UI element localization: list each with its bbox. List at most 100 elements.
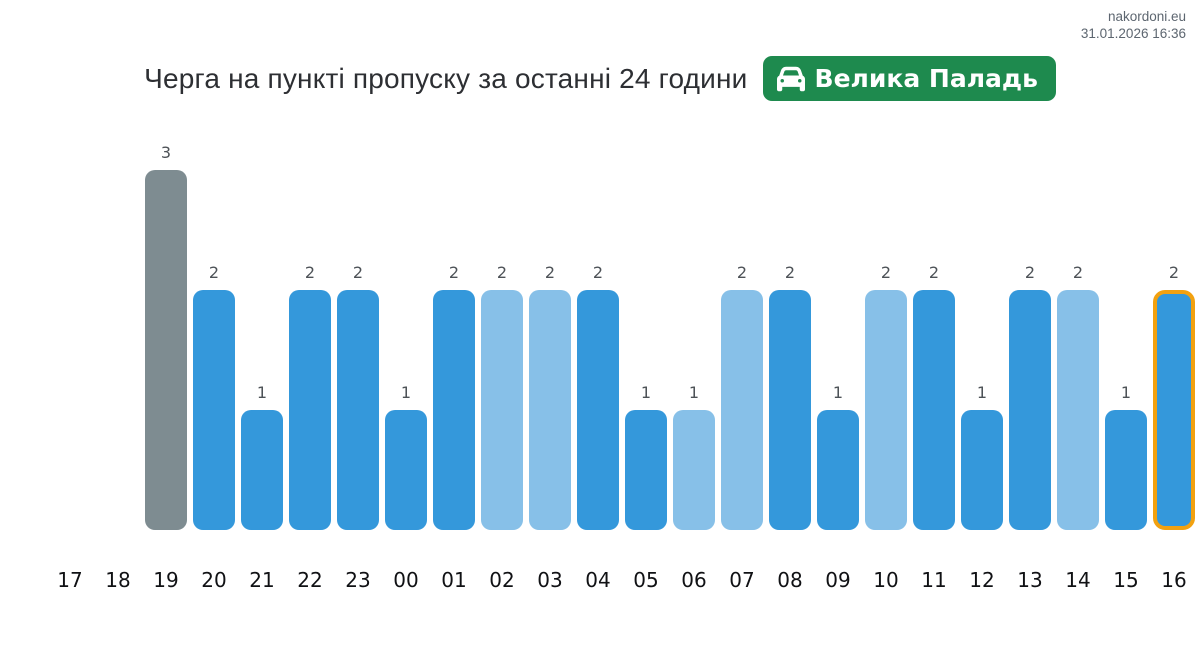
queue-bar: [241, 410, 283, 530]
bar-area: 1: [814, 142, 862, 530]
hour-slot: 2 13: [1006, 142, 1054, 592]
queue-bar: [721, 290, 763, 530]
hour-axis-label: 13: [1017, 568, 1043, 592]
hour-slot: 2 04: [574, 142, 622, 592]
bar-value-label: 2: [304, 263, 316, 282]
hour-slot: 1 00: [382, 142, 430, 592]
hour-axis-label: 23: [345, 568, 371, 592]
hour-slot: 2 07: [718, 142, 766, 592]
checkpoint-name: Велика Паладь: [814, 64, 1038, 93]
bar-area: 1: [1102, 142, 1150, 530]
queue-bar: [337, 290, 379, 530]
heading: Черга на пункті пропуску за останні 24 г…: [0, 56, 1200, 101]
bar-value-label: 2: [1168, 263, 1180, 282]
queue-bar: [817, 410, 859, 530]
bar-area: 2: [574, 142, 622, 530]
hour-axis-label: 12: [969, 568, 995, 592]
bar-value-label: 2: [880, 263, 892, 282]
bar-value-label: 1: [688, 383, 700, 402]
page-title: Черга на пункті пропуску за останні 24 г…: [144, 62, 748, 94]
bar-value-label: 2: [544, 263, 556, 282]
queue-bar: [961, 410, 1003, 530]
bar-area: 2: [1150, 142, 1198, 530]
bar-area: 2: [478, 142, 526, 530]
bar-area: 2: [718, 142, 766, 530]
bar-value-label: 1: [1120, 383, 1132, 402]
hour-slot: 1 12: [958, 142, 1006, 592]
checkpoint-badge[interactable]: Велика Паладь: [762, 56, 1056, 101]
queue-bar: [145, 170, 187, 530]
queue-bar: [529, 290, 571, 530]
bar-value-label: 1: [976, 383, 988, 402]
bar-area: [46, 142, 94, 530]
hour-slot: 2 16: [1150, 142, 1198, 592]
hour-axis-label: 17: [57, 568, 83, 592]
bar-value-label: 2: [352, 263, 364, 282]
bar-value-label: 2: [928, 263, 940, 282]
queue-bar: [289, 290, 331, 530]
hour-slot: 2 23: [334, 142, 382, 592]
bar-area: 2: [910, 142, 958, 530]
queue-bar-current-hour: [1153, 290, 1195, 530]
hour-axis-label: 06: [681, 568, 707, 592]
queue-bar: [193, 290, 235, 530]
hour-slot: 2 02: [478, 142, 526, 592]
hour-axis-label: 19: [153, 568, 179, 592]
queue-bar: [1057, 290, 1099, 530]
queue-bar: [577, 290, 619, 530]
bar-value-label: 2: [496, 263, 508, 282]
hour-slot: 2 22: [286, 142, 334, 592]
bar-value-label: 2: [736, 263, 748, 282]
bar-value-label: 1: [640, 383, 652, 402]
hour-slot: 2 01: [430, 142, 478, 592]
bar-value-label: 2: [1024, 263, 1036, 282]
bar-value-label: 2: [592, 263, 604, 282]
hour-slot: 2 14: [1054, 142, 1102, 592]
hour-axis-label: 08: [777, 568, 803, 592]
bar-area: 1: [382, 142, 430, 530]
bar-area: 1: [238, 142, 286, 530]
queue-bar: [865, 290, 907, 530]
bar-value-label: 1: [832, 383, 844, 402]
queue-bar: [481, 290, 523, 530]
hour-slot: 17: [46, 142, 94, 592]
bar-area: 2: [766, 142, 814, 530]
hour-axis-label: 03: [537, 568, 563, 592]
hour-slot: 1 05: [622, 142, 670, 592]
queue-bar: [433, 290, 475, 530]
bar-value-label: 2: [448, 263, 460, 282]
hour-slot: 2 20: [190, 142, 238, 592]
queue-bar: [913, 290, 955, 530]
hour-slot: 2 03: [526, 142, 574, 592]
hour-axis-label: 21: [249, 568, 275, 592]
hour-slot: 1 09: [814, 142, 862, 592]
hour-slot: 3 19: [142, 142, 190, 592]
hour-slot: 1 21: [238, 142, 286, 592]
hour-axis-label: 14: [1065, 568, 1091, 592]
queue-bar: [1009, 290, 1051, 530]
queue-bar: [385, 410, 427, 530]
bar-value-label: 1: [256, 383, 268, 402]
hour-axis-label: 02: [489, 568, 515, 592]
hour-slot: 2 11: [910, 142, 958, 592]
queue-bar: [625, 410, 667, 530]
car-front-icon: [776, 66, 805, 91]
queue-bar: [769, 290, 811, 530]
hour-slot: 2 08: [766, 142, 814, 592]
queue-bar: [1105, 410, 1147, 530]
hour-axis-label: 18: [105, 568, 131, 592]
bar-area: 2: [526, 142, 574, 530]
bar-value-label: 2: [1072, 263, 1084, 282]
hour-axis-label: 09: [825, 568, 851, 592]
hour-axis-label: 05: [633, 568, 659, 592]
bar-value-label: 2: [208, 263, 220, 282]
hour-axis-label: 01: [441, 568, 467, 592]
hour-axis-label: 10: [873, 568, 899, 592]
hour-axis-label: 16: [1161, 568, 1187, 592]
hour-axis-label: 15: [1113, 568, 1139, 592]
site-meta: nakordoni.eu 31.01.2026 16:36: [1081, 8, 1186, 42]
bar-area: 2: [190, 142, 238, 530]
bar-area: 2: [430, 142, 478, 530]
hour-axis-label: 00: [393, 568, 419, 592]
